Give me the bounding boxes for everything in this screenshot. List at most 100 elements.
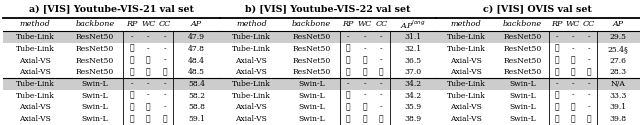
Text: CC: CC — [582, 20, 595, 28]
Text: N/A: N/A — [611, 80, 626, 88]
Text: Tube-Link: Tube-Link — [232, 92, 271, 100]
Text: -: - — [147, 80, 150, 88]
Text: -: - — [364, 92, 366, 100]
Bar — [436, 31, 640, 43]
Text: ✓: ✓ — [555, 92, 559, 100]
Text: ✓: ✓ — [346, 45, 350, 53]
Text: ✓: ✓ — [146, 68, 150, 76]
Text: ✓: ✓ — [570, 68, 575, 76]
Text: ResNet50: ResNet50 — [504, 45, 541, 53]
Text: -: - — [380, 103, 383, 111]
Text: 59.1: 59.1 — [188, 115, 205, 123]
Text: 47.9: 47.9 — [188, 33, 205, 41]
Text: ✓: ✓ — [346, 56, 350, 64]
Text: Swin-L: Swin-L — [298, 92, 324, 100]
Text: 48.4: 48.4 — [188, 56, 205, 64]
Text: -: - — [380, 80, 383, 88]
Text: ✓: ✓ — [346, 92, 350, 100]
Text: RP: RP — [551, 20, 563, 28]
Text: ✓: ✓ — [362, 103, 367, 111]
Text: 32.1: 32.1 — [404, 45, 421, 53]
Text: 34.2: 34.2 — [404, 80, 421, 88]
Text: b) [VIS] Youtube-VIS-22 val set: b) [VIS] Youtube-VIS-22 val set — [245, 4, 410, 13]
Text: ✓: ✓ — [346, 115, 350, 123]
Text: 35.9: 35.9 — [404, 103, 421, 111]
Text: Axial-VS: Axial-VS — [450, 56, 482, 64]
Text: -: - — [347, 33, 349, 41]
Text: ✓: ✓ — [555, 45, 559, 53]
Text: Swin-L: Swin-L — [298, 80, 324, 88]
Text: Swin-L: Swin-L — [82, 92, 108, 100]
Text: ✓: ✓ — [362, 56, 367, 64]
Text: Swin-L: Swin-L — [298, 115, 324, 123]
Text: Tube-Link: Tube-Link — [447, 45, 485, 53]
Text: ✓: ✓ — [129, 115, 134, 123]
Text: ResNet50: ResNet50 — [76, 45, 115, 53]
Text: ResNet50: ResNet50 — [504, 56, 541, 64]
Text: 38.9: 38.9 — [404, 115, 421, 123]
Text: 58.4: 58.4 — [188, 80, 205, 88]
Text: Tube-Link: Tube-Link — [16, 33, 54, 41]
Text: c) [VIS] OVIS val set: c) [VIS] OVIS val set — [483, 4, 593, 13]
Text: -: - — [588, 56, 590, 64]
Text: backbone: backbone — [76, 20, 115, 28]
Text: -: - — [131, 33, 133, 41]
Text: -: - — [572, 45, 574, 53]
Bar — [436, 78, 640, 90]
Text: AP$^{long}$: AP$^{long}$ — [400, 18, 426, 31]
Text: -: - — [588, 33, 590, 41]
Text: ✓: ✓ — [346, 103, 350, 111]
Text: -: - — [588, 92, 590, 100]
Text: -: - — [380, 33, 383, 41]
Text: ✓: ✓ — [146, 115, 150, 123]
Text: Swin-L: Swin-L — [82, 80, 108, 88]
Text: ✓: ✓ — [129, 92, 134, 100]
Bar — [3, 31, 220, 43]
Text: 48.5: 48.5 — [188, 68, 205, 76]
Text: CC: CC — [375, 20, 388, 28]
Text: ✓: ✓ — [586, 68, 591, 76]
Text: 33.3: 33.3 — [609, 92, 627, 100]
Text: -: - — [131, 80, 133, 88]
Text: 58.8: 58.8 — [188, 103, 205, 111]
Bar — [3, 78, 220, 90]
Text: ✓: ✓ — [362, 68, 367, 76]
Text: Tube-Link: Tube-Link — [232, 45, 271, 53]
Text: -: - — [347, 80, 349, 88]
Bar — [220, 78, 436, 90]
Text: backbone: backbone — [292, 20, 331, 28]
Text: Tube-Link: Tube-Link — [16, 92, 54, 100]
Text: WC: WC — [358, 20, 372, 28]
Text: 31.1: 31.1 — [404, 33, 421, 41]
Text: Swin-L: Swin-L — [82, 115, 108, 123]
Text: ✓: ✓ — [163, 115, 168, 123]
Text: 58.2: 58.2 — [188, 92, 205, 100]
Text: ResNet50: ResNet50 — [292, 33, 331, 41]
Text: ✓: ✓ — [379, 68, 384, 76]
Text: ✓: ✓ — [129, 68, 134, 76]
Text: ✓: ✓ — [555, 115, 559, 123]
Text: ResNet50: ResNet50 — [292, 68, 331, 76]
Text: Tube-Link: Tube-Link — [447, 80, 485, 88]
Text: Swin-L: Swin-L — [509, 115, 536, 123]
Text: -: - — [364, 80, 366, 88]
Text: -: - — [164, 33, 166, 41]
Text: ✓: ✓ — [570, 103, 575, 111]
Text: Tube-Link: Tube-Link — [16, 80, 54, 88]
Text: ✓: ✓ — [346, 68, 350, 76]
Text: ✓: ✓ — [555, 103, 559, 111]
Text: 37.0: 37.0 — [404, 68, 421, 76]
Text: -: - — [380, 92, 383, 100]
Text: Swin-L: Swin-L — [509, 103, 536, 111]
Text: Axial-VS: Axial-VS — [236, 56, 268, 64]
Text: Swin-L: Swin-L — [509, 92, 536, 100]
Text: -: - — [164, 45, 166, 53]
Text: ResNet50: ResNet50 — [76, 33, 115, 41]
Text: Swin-L: Swin-L — [298, 103, 324, 111]
Text: WC: WC — [141, 20, 156, 28]
Text: ✓: ✓ — [129, 56, 134, 64]
Text: CC: CC — [159, 20, 172, 28]
Text: -: - — [364, 45, 366, 53]
Text: 29.5: 29.5 — [610, 33, 627, 41]
Text: 47.8: 47.8 — [188, 45, 205, 53]
